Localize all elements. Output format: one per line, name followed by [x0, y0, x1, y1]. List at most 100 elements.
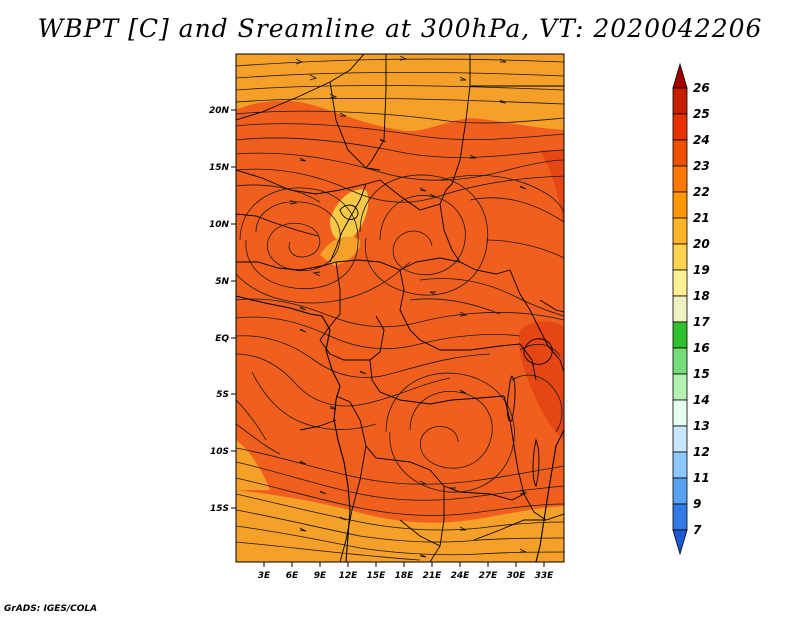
colorbar-segment: [672, 477, 688, 505]
streamline: [236, 71, 564, 79]
streamline: [439, 174, 564, 215]
boundary: [236, 257, 461, 271]
boundary: [329, 81, 381, 171]
coastline: [236, 295, 351, 562]
lat-label: 15S: [210, 504, 229, 514]
arrow: [339, 112, 347, 117]
colorbar-bottom-arrow: [672, 529, 688, 556]
lon-label: 6E: [286, 571, 299, 581]
colorbar-segment: [672, 113, 688, 141]
colorbar-label: 11: [693, 471, 710, 485]
colorbar-label: 24: [693, 133, 710, 147]
lon-label: 12E: [339, 571, 359, 581]
field-region-east-warm: [540, 150, 564, 230]
streamline: [236, 110, 564, 124]
boundary: [445, 54, 471, 191]
lon-label: 9E: [314, 571, 327, 581]
arrow: [329, 405, 337, 410]
streamlines: [236, 58, 564, 561]
streamline-arrows: [289, 55, 528, 558]
streamline: [236, 184, 321, 203]
streamline: [359, 174, 489, 296]
arrow: [459, 526, 467, 531]
arrow: [289, 199, 298, 205]
streamline: [419, 278, 564, 317]
colorbar-segment: [672, 191, 688, 219]
boundary: [399, 519, 441, 547]
streamline: [239, 187, 359, 290]
colorbar-segment: [672, 243, 688, 271]
streamline: [485, 239, 564, 259]
colorbar-label: 7: [693, 523, 702, 537]
colorbar-label: 19: [693, 263, 710, 277]
lake-tanganyika: [506, 375, 516, 422]
lat-label: 5N: [215, 277, 229, 287]
streamline: [236, 525, 564, 556]
boundary: [365, 54, 387, 169]
boundary: [299, 419, 337, 431]
lat-label: 20N: [209, 106, 230, 116]
streamline: [236, 399, 267, 441]
map-frame: [235, 53, 565, 563]
streamline: [236, 123, 564, 141]
colorbar-label: 17: [693, 315, 710, 329]
chart-title: WBPT [C] and Sreamline at 300hPa, VT: 20…: [37, 14, 763, 43]
boundary: [443, 485, 525, 501]
grads-credit: GrADS: IGES/COLA: [4, 604, 98, 614]
arrow: [339, 516, 347, 521]
colorbar-label: 18: [693, 289, 710, 303]
colorbar-segment: [672, 373, 688, 401]
streamline: [236, 137, 564, 158]
boundary: [399, 269, 521, 351]
streamline: [236, 97, 564, 105]
colorbar-segment: [672, 347, 688, 375]
lon-label: 15E: [367, 571, 387, 581]
arrow: [309, 74, 318, 81]
arrow: [519, 185, 527, 190]
arrow: [419, 480, 427, 485]
field-region-north-east-light: [470, 54, 564, 101]
lat-label: 5S: [216, 390, 229, 400]
boundary: [509, 269, 549, 347]
map-panel: [236, 54, 564, 562]
colorbar-segment: [672, 321, 688, 349]
arrow: [399, 55, 408, 61]
arrow: [299, 157, 307, 162]
colorbar-segment: [672, 87, 688, 115]
lake-chad: [339, 204, 359, 220]
streamline: [236, 353, 451, 407]
arrow: [459, 389, 467, 394]
lat-label: 15N: [209, 163, 230, 173]
colorbar-segment: [672, 295, 688, 323]
streamline: [236, 477, 564, 516]
boundary: [369, 359, 505, 405]
streamline: [236, 298, 564, 328]
streamline: [469, 197, 564, 223]
lon-label: 21E: [423, 571, 443, 581]
colorbar-segment: [672, 217, 688, 245]
colorbar-top-arrow: [672, 62, 688, 89]
colorbar-label: 23: [693, 159, 710, 173]
streamline: [236, 541, 421, 561]
lake-malawi: [532, 438, 540, 488]
streamline: [236, 461, 564, 501]
colorbar-segment: [672, 399, 688, 427]
boundary: [236, 54, 365, 121]
streamline: [236, 423, 281, 455]
colorbar: 26 25 24 23 22 21 20 19 18 17 16 15 14 13 12 11 9 7: [672, 62, 710, 556]
streamline: [236, 85, 564, 91]
boundary: [429, 486, 445, 562]
colorbar-segment: [672, 503, 688, 531]
colorbar-label: 25: [693, 107, 710, 121]
arrow: [469, 154, 477, 159]
streamline: [385, 372, 515, 493]
streamline: [236, 152, 564, 181]
arrow: [379, 138, 387, 143]
colorbar-label: 13: [693, 419, 710, 433]
arrow: [519, 548, 527, 553]
arrow: [312, 271, 321, 277]
streamline: [409, 298, 501, 315]
colorbar-segment: [672, 451, 688, 479]
arrow: [299, 460, 307, 465]
colorbar-label: 22: [693, 185, 710, 199]
